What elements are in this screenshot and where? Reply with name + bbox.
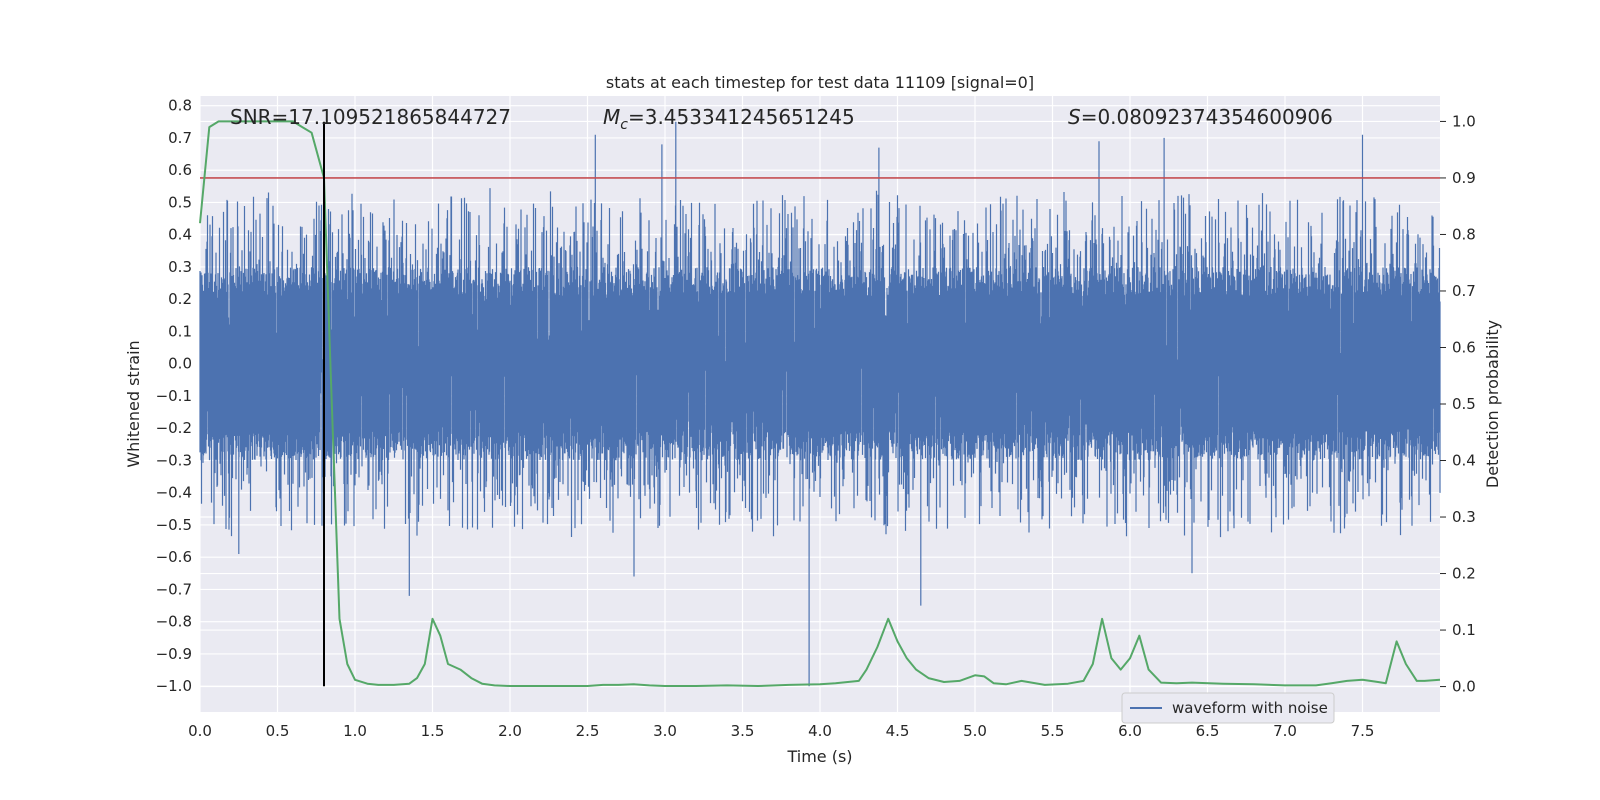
s-annotation: S=0.08092374354600906 xyxy=(1068,105,1333,129)
y2-tick-label: 0.5 xyxy=(1452,395,1476,413)
y-tick-label: −0.6 xyxy=(156,548,192,566)
y2-tick-label: 0.0 xyxy=(1452,678,1476,696)
legend-label-waveform: waveform with noise xyxy=(1172,699,1328,717)
x-axis-label: Time (s) xyxy=(786,747,852,766)
snr-annotation: SNR=17.109521865844727 xyxy=(230,105,511,129)
x-tick-label: 4.5 xyxy=(886,722,910,740)
y-tick-label: 0.4 xyxy=(168,226,192,244)
y2-tick-label: 0.4 xyxy=(1452,452,1476,470)
y2-tick-label: 0.2 xyxy=(1452,565,1476,583)
y2-axis-label: Detection probability xyxy=(1483,320,1502,488)
y-tick-label: −0.7 xyxy=(156,580,192,598)
y2-tick-label: 0.1 xyxy=(1452,621,1476,639)
y-tick-label: −0.8 xyxy=(156,613,192,631)
detection-probability-series xyxy=(199,120,1441,687)
x-tick-label: 0.5 xyxy=(266,722,290,740)
x-tick-label: 5.5 xyxy=(1041,722,1065,740)
y-tick-label: −0.5 xyxy=(156,516,192,534)
y2-tick-label: 0.8 xyxy=(1452,225,1476,243)
chirp-mass-subscript: c xyxy=(620,117,628,133)
x-tick-label: 7.5 xyxy=(1351,722,1375,740)
chirp-mass-value: =3.453341245651245 xyxy=(628,105,855,129)
y-tick-label: 0.8 xyxy=(168,97,192,115)
x-tick-label: 1.0 xyxy=(343,722,367,740)
y-tick-label: −0.1 xyxy=(156,387,192,405)
x-tick-label: 4.0 xyxy=(808,722,832,740)
x-tick-label: 3.5 xyxy=(731,722,755,740)
y-tick-label: 0.2 xyxy=(168,290,192,308)
y-tick-label: 0.6 xyxy=(168,161,192,179)
waveform-with-noise-series xyxy=(199,121,1441,687)
y-tick-label: 0.5 xyxy=(168,193,192,211)
y2-tick-label: 0.7 xyxy=(1452,282,1476,300)
s-symbol: S xyxy=(1068,105,1081,129)
chirp-mass-symbol: M xyxy=(603,105,620,129)
y2-tick-label: 0.6 xyxy=(1452,338,1476,356)
y-axis-label: Whitened strain xyxy=(124,340,143,467)
x-tick-label: 7.0 xyxy=(1273,722,1297,740)
y2-tick-label: 0.3 xyxy=(1452,508,1476,526)
ticks: 0.0 0.5 1.0 1.5 2.0 2.5 3.0 3.5 4.0 4.5 5.0 5.5 6.0 6… xyxy=(156,97,1476,740)
y2-tick-label: 1.0 xyxy=(1452,112,1476,130)
y-tick-label: −1.0 xyxy=(156,677,192,695)
y-tick-label: 0.0 xyxy=(168,355,192,373)
x-tick-label: 5.0 xyxy=(963,722,987,740)
y-tick-label: −0.2 xyxy=(156,419,192,437)
chirp-mass-annotation: Mc=3.453341245651245 xyxy=(603,105,855,133)
x-tick-label: 0.0 xyxy=(188,722,212,740)
x-tick-label: 2.0 xyxy=(498,722,522,740)
series-layer xyxy=(199,120,1441,687)
x-tick-label: 1.5 xyxy=(421,722,445,740)
s-value: =0.08092374354600906 xyxy=(1081,105,1333,129)
y-tick-label: 0.1 xyxy=(168,322,192,340)
legend-box xyxy=(1121,692,1335,724)
y-tick-label: −0.4 xyxy=(156,484,192,502)
y-tick-label: 0.7 xyxy=(168,129,192,147)
y-tick-label: −0.9 xyxy=(156,645,192,663)
chart-title: stats at each timestep for test data 111… xyxy=(606,73,1034,92)
y-tick-label: 0.3 xyxy=(168,258,192,276)
x-tick-label: 2.5 xyxy=(576,722,600,740)
y-tick-label: −0.3 xyxy=(156,451,192,469)
legend: waveform with noise xyxy=(1121,692,1335,724)
x-tick-label: 3.0 xyxy=(653,722,677,740)
x-tick-label: 6.0 xyxy=(1118,722,1142,740)
y2-tick-label: 0.9 xyxy=(1452,169,1476,187)
x-tick-label: 6.5 xyxy=(1196,722,1220,740)
